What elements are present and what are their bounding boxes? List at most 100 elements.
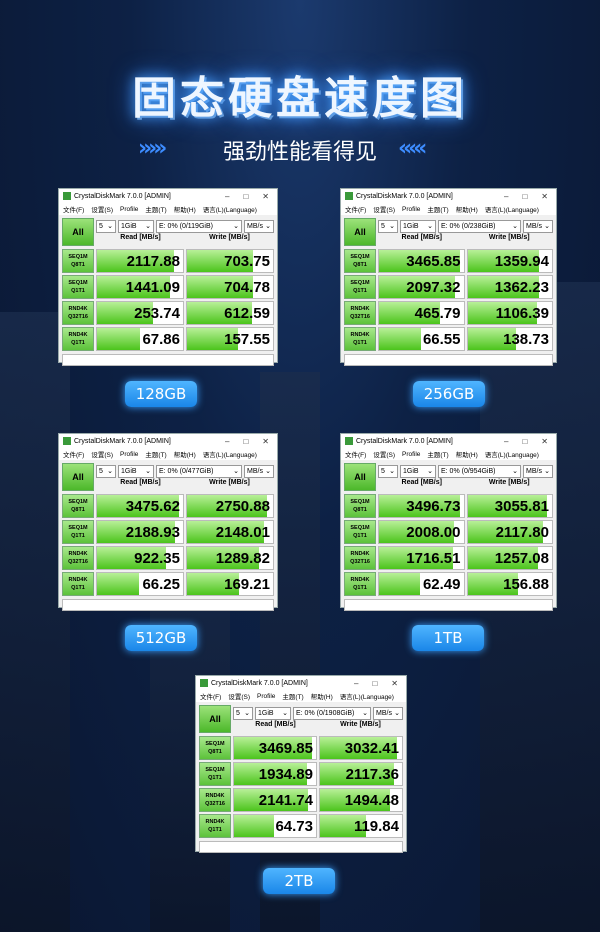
menu-item[interactable]: 帮助(H) bbox=[455, 207, 478, 214]
all-button[interactable]: All bbox=[344, 463, 376, 491]
menu-item[interactable]: Profile bbox=[401, 205, 421, 213]
count-select[interactable]: 5 ⌄ bbox=[378, 219, 398, 233]
drive-select[interactable]: E: 0% (0/477GiB) ⌄ bbox=[156, 464, 242, 478]
test-button[interactable]: RND4K Q32T16 bbox=[62, 301, 94, 325]
minimize-button[interactable]: – bbox=[225, 191, 230, 201]
menu-item[interactable]: 文件(F) bbox=[63, 452, 85, 459]
test-button[interactable]: SEQ1M Q1T1 bbox=[62, 520, 94, 544]
test-button[interactable]: RND4K Q1T1 bbox=[62, 327, 94, 351]
menu-item[interactable]: 文件(F) bbox=[200, 694, 222, 701]
unit-select[interactable]: MB/s ⌄ bbox=[244, 219, 274, 233]
menu-item[interactable]: 帮助(H) bbox=[173, 207, 196, 214]
unit-select[interactable]: MB/s ⌄ bbox=[523, 219, 553, 233]
all-button[interactable]: All bbox=[344, 218, 376, 246]
test-button[interactable]: SEQ1M Q8T1 bbox=[199, 736, 231, 760]
test-button[interactable]: SEQ1M Q1T1 bbox=[62, 275, 94, 299]
test-button[interactable]: SEQ1M Q1T1 bbox=[344, 520, 376, 544]
menu-item[interactable]: 主题(T) bbox=[145, 452, 167, 459]
menu-item[interactable]: 主题(T) bbox=[145, 207, 167, 214]
menu-item[interactable]: 主题(T) bbox=[427, 452, 449, 459]
drive-select[interactable]: E: 0% (0/1908GiB) ⌄ bbox=[293, 706, 371, 720]
count-select[interactable]: 5 ⌄ bbox=[96, 219, 116, 233]
test-button[interactable]: RND4K Q1T1 bbox=[199, 814, 231, 838]
menu-item[interactable]: 设置(S) bbox=[91, 452, 113, 459]
test-button[interactable]: RND4K Q32T16 bbox=[62, 546, 94, 570]
write-result: 1362.23 bbox=[466, 275, 553, 299]
close-button[interactable]: ✕ bbox=[541, 436, 548, 446]
all-button[interactable]: All bbox=[62, 218, 94, 246]
menu-item[interactable]: 语言(L)(Language) bbox=[339, 694, 394, 701]
menu-item[interactable]: 文件(F) bbox=[345, 207, 367, 214]
read-result: 1441.09 bbox=[96, 275, 184, 299]
test-button[interactable]: RND4K Q1T1 bbox=[344, 327, 376, 351]
drive-select[interactable]: E: 0% (0/238GiB) ⌄ bbox=[438, 219, 521, 233]
all-button[interactable]: All bbox=[199, 705, 231, 733]
write-result: 612.59 bbox=[186, 301, 274, 325]
menu-item[interactable]: 帮助(H) bbox=[455, 452, 478, 459]
menu-item[interactable]: 语言(L)(Language) bbox=[202, 452, 257, 459]
menu-item[interactable]: Profile bbox=[401, 450, 421, 458]
menu-item[interactable]: Profile bbox=[256, 692, 276, 700]
menu-item[interactable]: 设置(S) bbox=[373, 452, 395, 459]
test-button[interactable]: RND4K Q32T16 bbox=[344, 301, 376, 325]
menu-item[interactable]: Profile bbox=[119, 450, 139, 458]
maximize-button[interactable]: □ bbox=[522, 191, 528, 201]
minimize-button[interactable]: – bbox=[504, 191, 509, 201]
drive-select[interactable]: E: 0% (0/954GiB) ⌄ bbox=[438, 464, 521, 478]
test-button[interactable]: RND4K Q1T1 bbox=[344, 572, 376, 596]
menu-item[interactable]: 帮助(H) bbox=[173, 452, 196, 459]
menu-item[interactable]: 语言(L)(Language) bbox=[202, 207, 257, 214]
size-select[interactable]: 1GiB ⌄ bbox=[400, 464, 436, 478]
menu-item[interactable]: 主题(T) bbox=[427, 207, 449, 214]
title-bar: CrystalDiskMark 7.0.0 [ADMIN] – □ ✕ bbox=[59, 189, 277, 203]
maximize-button[interactable]: □ bbox=[522, 436, 528, 446]
menu-item[interactable]: 文件(F) bbox=[345, 452, 367, 459]
size-select[interactable]: 1GiB ⌄ bbox=[118, 464, 154, 478]
test-button[interactable]: SEQ1M Q8T1 bbox=[62, 249, 94, 273]
count-select[interactable]: 5 ⌄ bbox=[378, 464, 398, 478]
menu-item[interactable]: 帮助(H) bbox=[310, 694, 333, 701]
menu-item[interactable]: 设置(S) bbox=[373, 207, 395, 214]
unit-select[interactable]: MB/s ⌄ bbox=[244, 464, 274, 478]
test-button[interactable]: SEQ1M Q1T1 bbox=[199, 762, 231, 786]
menu-item[interactable]: Profile bbox=[119, 205, 139, 213]
read-value: 67.86 bbox=[142, 330, 180, 348]
menu-item[interactable]: 设置(S) bbox=[91, 207, 113, 214]
size-select[interactable]: 1GiB ⌄ bbox=[118, 219, 154, 233]
menu-item[interactable]: 语言(L)(Language) bbox=[484, 452, 539, 459]
size-select[interactable]: 1GiB ⌄ bbox=[400, 219, 436, 233]
size-select[interactable]: 1GiB ⌄ bbox=[255, 706, 291, 720]
maximize-button[interactable]: □ bbox=[243, 191, 249, 201]
close-button[interactable]: ✕ bbox=[262, 436, 269, 446]
test-button[interactable]: SEQ1M Q8T1 bbox=[344, 494, 376, 518]
minimize-button[interactable]: – bbox=[225, 436, 230, 446]
menu-item[interactable]: 文件(F) bbox=[63, 207, 85, 214]
read-value: 3465.85 bbox=[406, 252, 461, 270]
test-button[interactable]: SEQ1M Q8T1 bbox=[62, 494, 94, 518]
maximize-button[interactable]: □ bbox=[372, 678, 378, 688]
menu-item[interactable]: 语言(L)(Language) bbox=[484, 207, 539, 214]
menu-item[interactable]: 主题(T) bbox=[282, 694, 304, 701]
menu-item[interactable]: 设置(S) bbox=[228, 694, 250, 701]
test-button[interactable]: SEQ1M Q1T1 bbox=[344, 275, 376, 299]
close-button[interactable]: ✕ bbox=[262, 191, 269, 201]
close-button[interactable]: ✕ bbox=[541, 191, 548, 201]
maximize-button[interactable]: □ bbox=[243, 436, 249, 446]
test-button[interactable]: RND4K Q32T16 bbox=[344, 546, 376, 570]
count-select[interactable]: 5 ⌄ bbox=[233, 706, 253, 720]
minimize-button[interactable]: – bbox=[354, 678, 359, 688]
write-result: 156.88 bbox=[466, 572, 553, 596]
all-button[interactable]: All bbox=[62, 463, 94, 491]
test-button[interactable]: RND4K Q1T1 bbox=[62, 572, 94, 596]
close-button[interactable]: ✕ bbox=[391, 678, 398, 688]
test-button[interactable]: SEQ1M Q8T1 bbox=[344, 249, 376, 273]
unit-select[interactable]: MB/s ⌄ bbox=[373, 706, 403, 720]
test-button[interactable]: RND4K Q32T16 bbox=[199, 788, 231, 812]
count-select[interactable]: 5 ⌄ bbox=[96, 464, 116, 478]
minimize-button[interactable]: – bbox=[504, 436, 509, 446]
write-header: Write [MB/s] bbox=[488, 479, 530, 486]
read-bar bbox=[379, 328, 421, 350]
write-result: 157.55 bbox=[186, 327, 274, 351]
drive-select[interactable]: E: 0% (0/119GiB) ⌄ bbox=[156, 219, 242, 233]
unit-select[interactable]: MB/s ⌄ bbox=[523, 464, 553, 478]
